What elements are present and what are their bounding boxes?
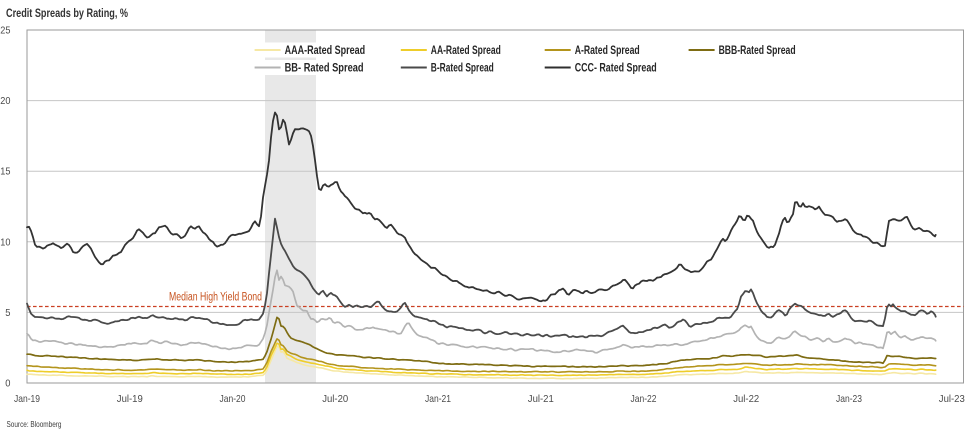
svg-text:Jul-21: Jul-21 xyxy=(528,393,554,405)
svg-text:20: 20 xyxy=(0,95,10,107)
svg-text:Median High Yield Bond: Median High Yield Bond xyxy=(169,292,262,304)
svg-text:15: 15 xyxy=(0,166,10,178)
svg-text:5: 5 xyxy=(5,307,10,319)
svg-text:0: 0 xyxy=(5,378,10,390)
svg-text:Credit Spreads by Rating, %: Credit Spreads by Rating, % xyxy=(6,6,128,20)
svg-text:Jul-20: Jul-20 xyxy=(322,393,348,405)
svg-text:Jan-22: Jan-22 xyxy=(631,393,657,405)
svg-text:B-Rated Spread: B-Rated Spread xyxy=(431,61,494,75)
svg-text:Jan-21: Jan-21 xyxy=(425,393,451,405)
svg-text:Jul-19: Jul-19 xyxy=(117,393,143,405)
svg-text:10: 10 xyxy=(0,236,10,248)
svg-text:Source: Bloomberg: Source: Bloomberg xyxy=(7,420,62,429)
svg-text:Jul-22: Jul-22 xyxy=(733,393,759,405)
svg-text:A-Rated Spread: A-Rated Spread xyxy=(575,43,640,57)
svg-text:AAA-Rated Spread: AAA-Rated Spread xyxy=(285,43,366,57)
svg-text:Jul-23: Jul-23 xyxy=(939,393,965,405)
svg-text:BB- Rated Spread: BB- Rated Spread xyxy=(285,61,364,75)
svg-text:Jan-20: Jan-20 xyxy=(220,393,246,405)
svg-text:25: 25 xyxy=(0,25,10,37)
svg-text:BBB-Rated Spread: BBB-Rated Spread xyxy=(719,43,796,57)
svg-text:Jan-19: Jan-19 xyxy=(14,393,40,405)
svg-text:CCC- Rated Spread: CCC- Rated Spread xyxy=(575,61,657,75)
svg-text:Jan-23: Jan-23 xyxy=(836,393,862,405)
svg-text:AA-Rated Spread: AA-Rated Spread xyxy=(431,43,501,57)
